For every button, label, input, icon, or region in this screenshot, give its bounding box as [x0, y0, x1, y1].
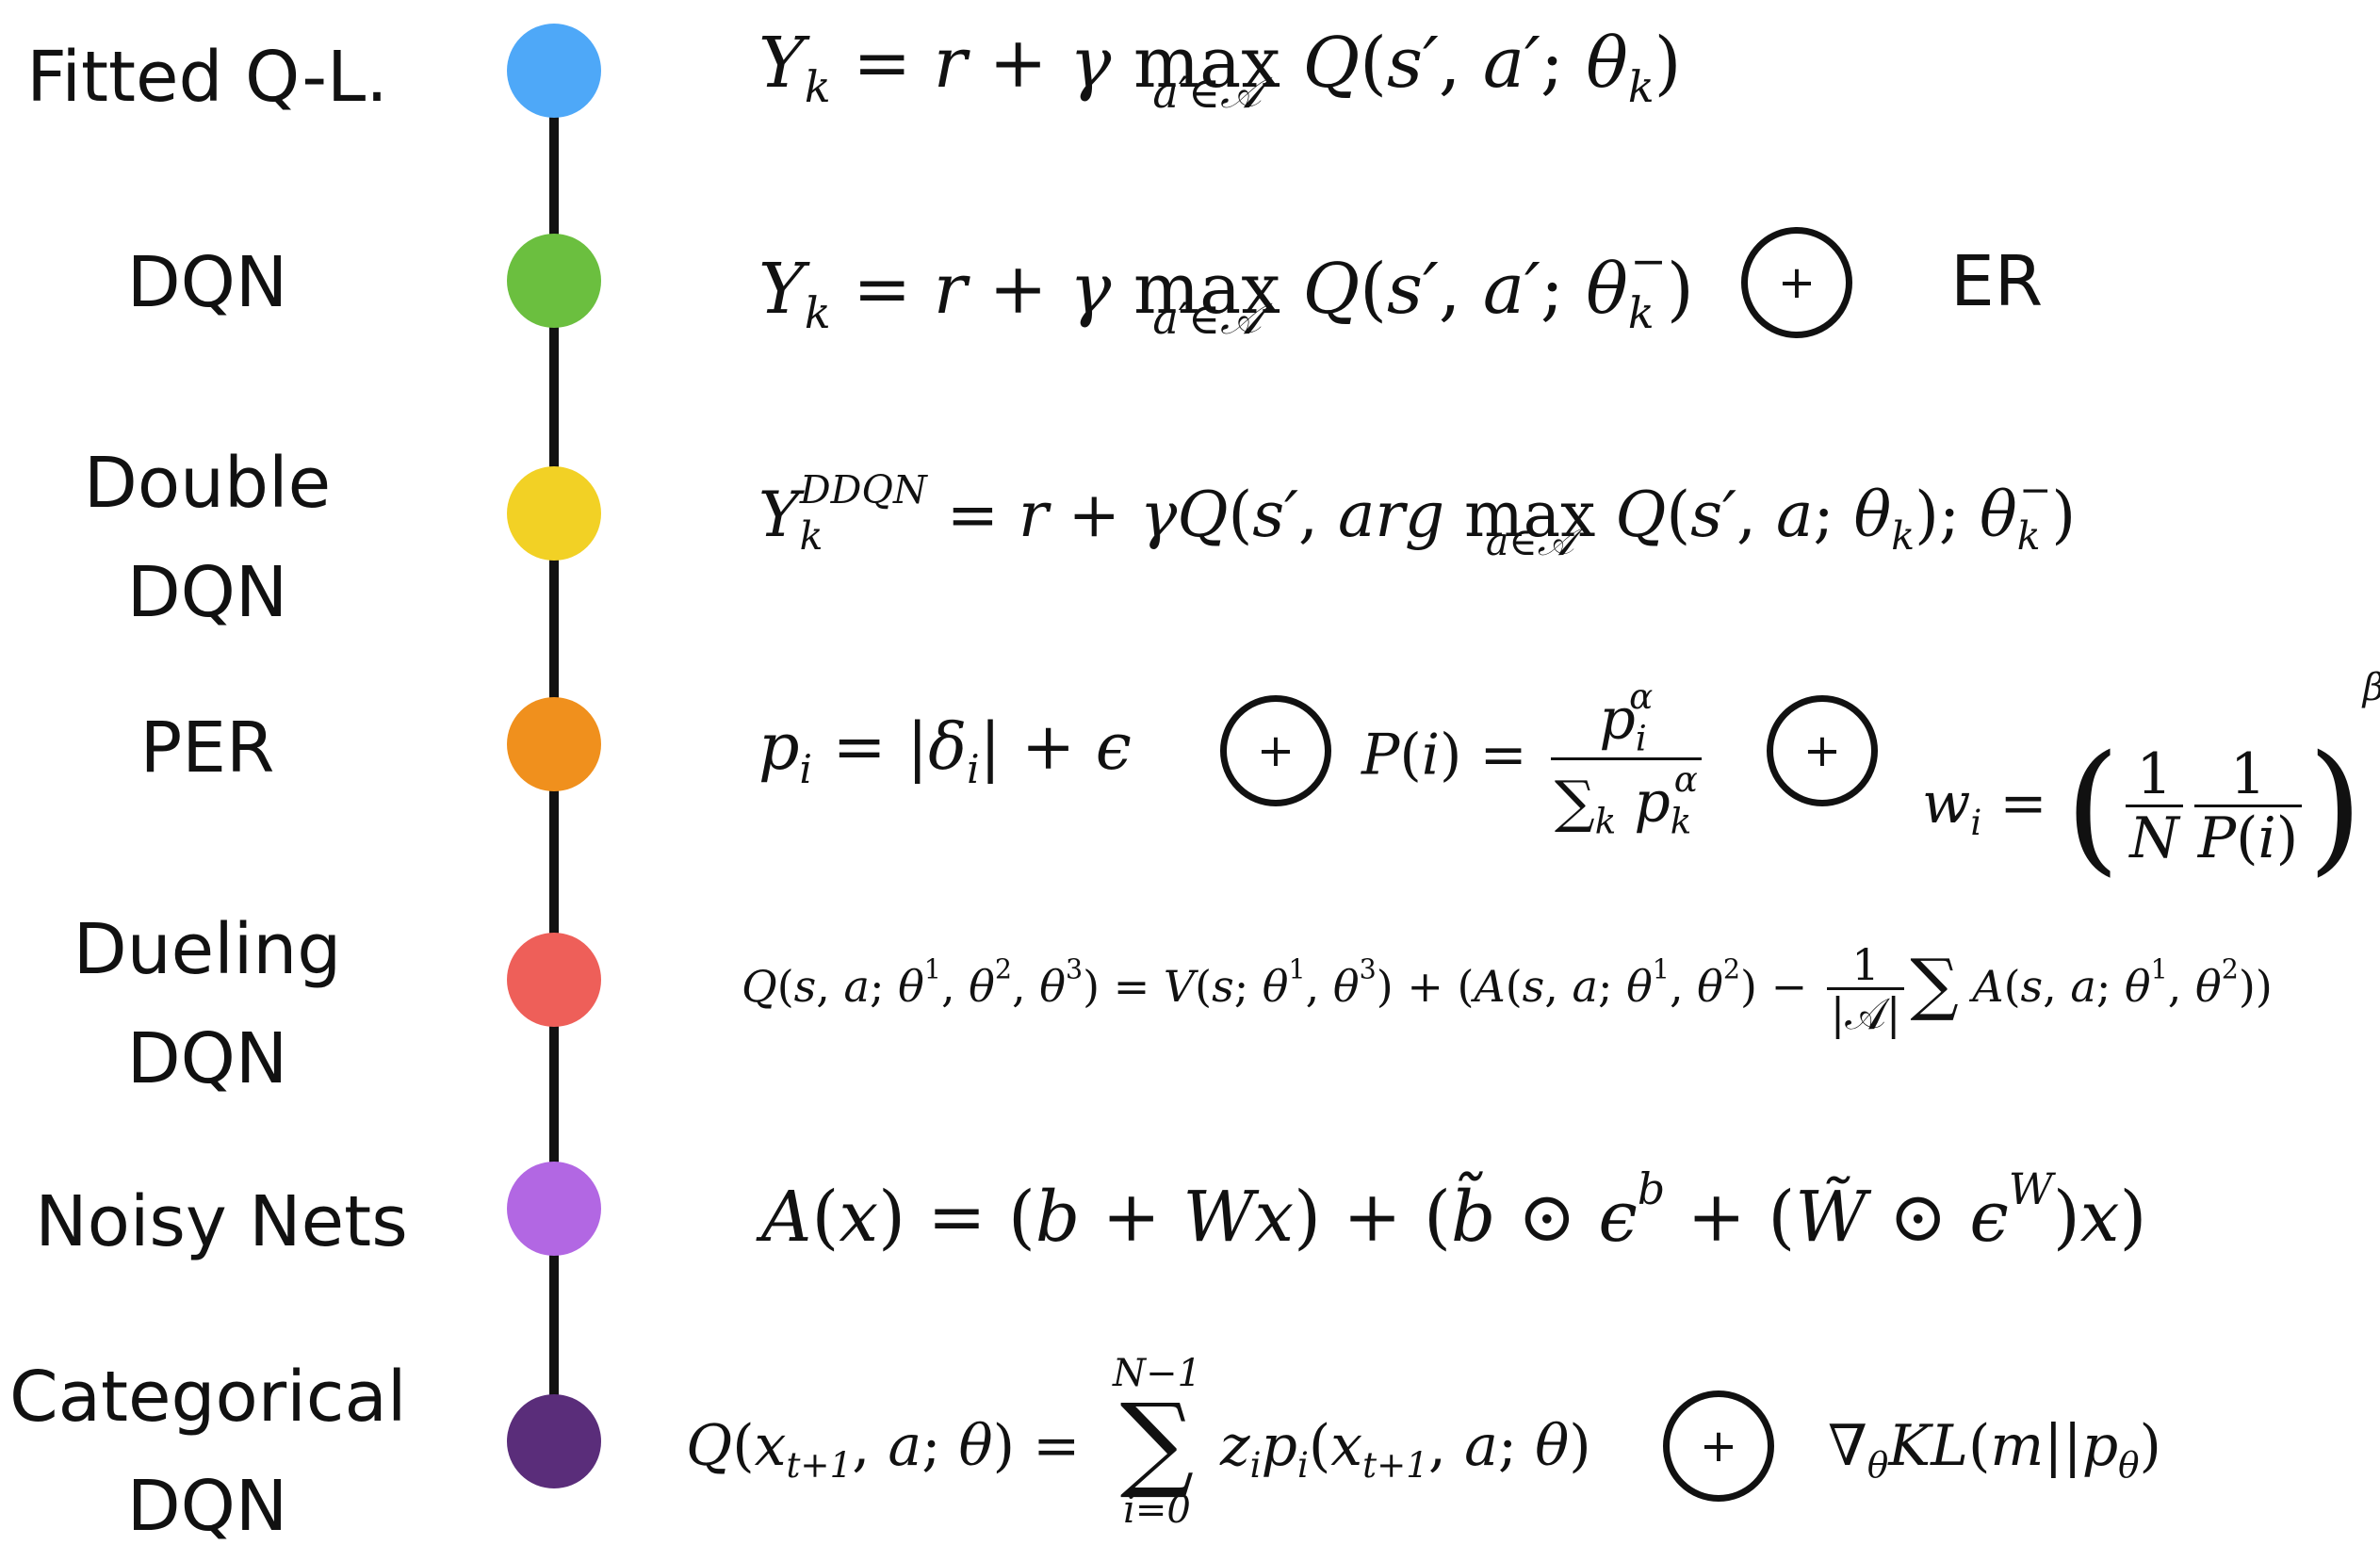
label-per: PER: [9, 713, 405, 783]
equation-categorical-kl: ∇θKL(m||pθ): [1828, 1413, 2161, 1487]
label-noisy-nets: Noisy Nets: [14, 1187, 429, 1257]
label-line: PER: [139, 707, 275, 789]
label-line: DQN: [126, 552, 288, 633]
label-line: Categorical: [9, 1357, 407, 1438]
dueling-fraction: 1 |𝒜|: [1826, 942, 1905, 1038]
timeline-node-categorical-dqn: [507, 1394, 601, 1488]
label-line: Double: [83, 443, 332, 524]
label-categorical-dqn: Categorical DQN: [9, 1342, 407, 1561]
equation-fitted-q-learning: Yk = r + γ max a′∈𝒜 Q(s′, a′; θk): [758, 23, 1682, 118]
label-line: Noisy Nets: [35, 1181, 408, 1262]
equation-dueling-dqn: Q(s, a; θ1, θ2, θ3) = V(s; θ1, θ3) + (A(…: [742, 939, 2273, 1040]
equation-per-priority: pi = |δi| + ϵ: [758, 710, 1132, 792]
circled-plus-icon: +: [1663, 1390, 1774, 1502]
timeline-node-dueling-dqn: [507, 933, 601, 1027]
label-line: DQN: [126, 1018, 288, 1099]
per-probability-fraction: piα ∑k pkα: [1550, 677, 1702, 840]
timeline-node-per: [507, 697, 601, 791]
label-line: DQN: [126, 242, 288, 323]
label-dueling-dqn: Dueling DQN: [9, 895, 405, 1114]
equation-per-probability: P(i) = piα ∑k pkα: [1361, 677, 1707, 840]
equation-categorical-sum-term: zipi(xt+1, a; θ): [1220, 1413, 1591, 1487]
circled-plus-icon: +: [1741, 227, 1852, 338]
label-line: Fitted Q-L.: [26, 37, 388, 118]
equation-double-dqn: YkDDQN = r + γQ(s′, arg max a∈𝒜 Q(s′, a; …: [758, 467, 2077, 564]
plus-symbol: +: [1256, 724, 1296, 777]
circled-plus-icon: +: [1767, 695, 1878, 806]
label-double-dqn: Double DQN: [9, 429, 405, 647]
plus-symbol: +: [1777, 256, 1817, 309]
label-fitted-q-learning: Fitted Q-L.: [9, 42, 405, 112]
circled-plus-icon: +: [1220, 695, 1331, 806]
experience-replay-label: ER: [1950, 247, 2043, 317]
timeline-node-fitted-q-learning: [507, 24, 601, 118]
plus-symbol: +: [1802, 724, 1842, 777]
equation-categorical-projection: Q(xt+1, a; θ) =: [686, 1413, 1081, 1487]
label-line: DQN: [126, 1466, 288, 1547]
timeline-node-noisy-nets: [507, 1162, 601, 1256]
timeline-node-double-dqn: [507, 466, 601, 561]
equation-noisy-nets: A(x) = (b + Wx) + (b̃ ⊙ ϵb + (W̃ ⊙ ϵW)x): [761, 1163, 2147, 1258]
er-text: ER: [1950, 241, 2044, 322]
per-weight-fraction-2: 1 P(i): [2193, 745, 2303, 870]
equation-dqn: Yk = r + γ max a′∈𝒜 Q(s′, a′; θk−): [758, 236, 1694, 344]
plus-symbol: +: [1699, 1420, 1738, 1472]
timeline-node-dqn: [507, 234, 601, 328]
categorical-sum-operator: N−1 ∑ i=0: [1113, 1352, 1201, 1532]
label-line: Dueling: [73, 909, 342, 990]
label-dqn: DQN: [9, 248, 405, 317]
